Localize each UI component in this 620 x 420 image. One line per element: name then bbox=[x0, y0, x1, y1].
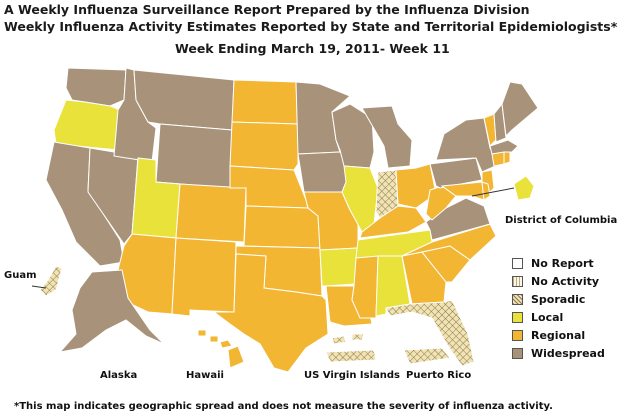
label-hawaii: Hawaii bbox=[186, 370, 224, 381]
state-wy bbox=[155, 123, 233, 189]
state-ar bbox=[319, 247, 359, 287]
state-sd bbox=[229, 121, 299, 171]
state-ky bbox=[359, 205, 427, 239]
legend-label: No Report bbox=[531, 256, 594, 270]
state-ms bbox=[351, 255, 379, 319]
legend-label: Local bbox=[531, 310, 564, 324]
legend-swatch-sporadic bbox=[512, 293, 523, 305]
label-dc: District of Columbia bbox=[505, 215, 618, 226]
legend-label: Sporadic bbox=[531, 292, 586, 306]
state-ct bbox=[491, 151, 505, 167]
state-hi bbox=[197, 329, 245, 369]
state-or bbox=[53, 99, 121, 151]
state-fl bbox=[385, 299, 475, 367]
state-va bbox=[425, 197, 491, 241]
legend-swatch-widespread bbox=[512, 347, 523, 359]
state-nc bbox=[401, 223, 497, 261]
legend-label: No Activity bbox=[531, 274, 600, 288]
legend-item-regional: Regional bbox=[512, 326, 605, 344]
dc-callout-line bbox=[471, 187, 515, 197]
label-alaska: Alaska bbox=[100, 370, 138, 381]
legend-item-local: Local bbox=[512, 308, 605, 326]
footnote: *This map indicates geographic spread an… bbox=[14, 401, 553, 412]
territory-usvi bbox=[325, 333, 377, 363]
label-puerto-rico: Puerto Rico bbox=[406, 370, 472, 381]
guam-callout-line bbox=[31, 285, 47, 289]
state-mi bbox=[361, 105, 413, 169]
legend-swatch-regional bbox=[512, 329, 523, 341]
state-nm bbox=[171, 237, 237, 317]
territory-puerto-rico bbox=[403, 347, 451, 365]
state-co bbox=[175, 183, 247, 243]
legend-label: Regional bbox=[531, 328, 586, 342]
state-me bbox=[501, 81, 539, 138]
legend-item-sporadic: Sporadic bbox=[512, 290, 605, 308]
state-wa bbox=[65, 67, 127, 107]
legend-swatch-local bbox=[512, 311, 523, 323]
territory-guam bbox=[39, 265, 63, 297]
state-ak bbox=[58, 269, 165, 353]
state-ma bbox=[489, 139, 519, 155]
state-dc bbox=[513, 175, 535, 201]
state-ri bbox=[503, 151, 511, 165]
label-guam: Guam bbox=[4, 270, 37, 281]
legend-swatch-no-report bbox=[512, 257, 523, 269]
legend-item-no-report: No Report bbox=[512, 254, 605, 272]
legend-item-widespread: Widespread bbox=[512, 344, 605, 362]
label-usvi: US Virgin Islands bbox=[304, 370, 400, 381]
state-tx bbox=[212, 253, 329, 373]
report-title: A Weekly Influenza Surveillance Report P… bbox=[4, 2, 530, 17]
week-line: Week Ending March 19, 2011- Week 11 bbox=[175, 41, 450, 56]
legend-swatch-no-activity bbox=[512, 275, 523, 287]
report-subtitle: Weekly Influenza Activity Estimates Repo… bbox=[4, 19, 618, 34]
legend: No Report No Activity Sporadic Local Reg… bbox=[512, 254, 605, 362]
state-ia bbox=[297, 151, 349, 193]
legend-item-no-activity: No Activity bbox=[512, 272, 605, 290]
state-nd bbox=[231, 79, 299, 125]
state-ks bbox=[243, 205, 321, 249]
state-mt bbox=[133, 69, 235, 131]
legend-label: Widespread bbox=[531, 346, 605, 360]
